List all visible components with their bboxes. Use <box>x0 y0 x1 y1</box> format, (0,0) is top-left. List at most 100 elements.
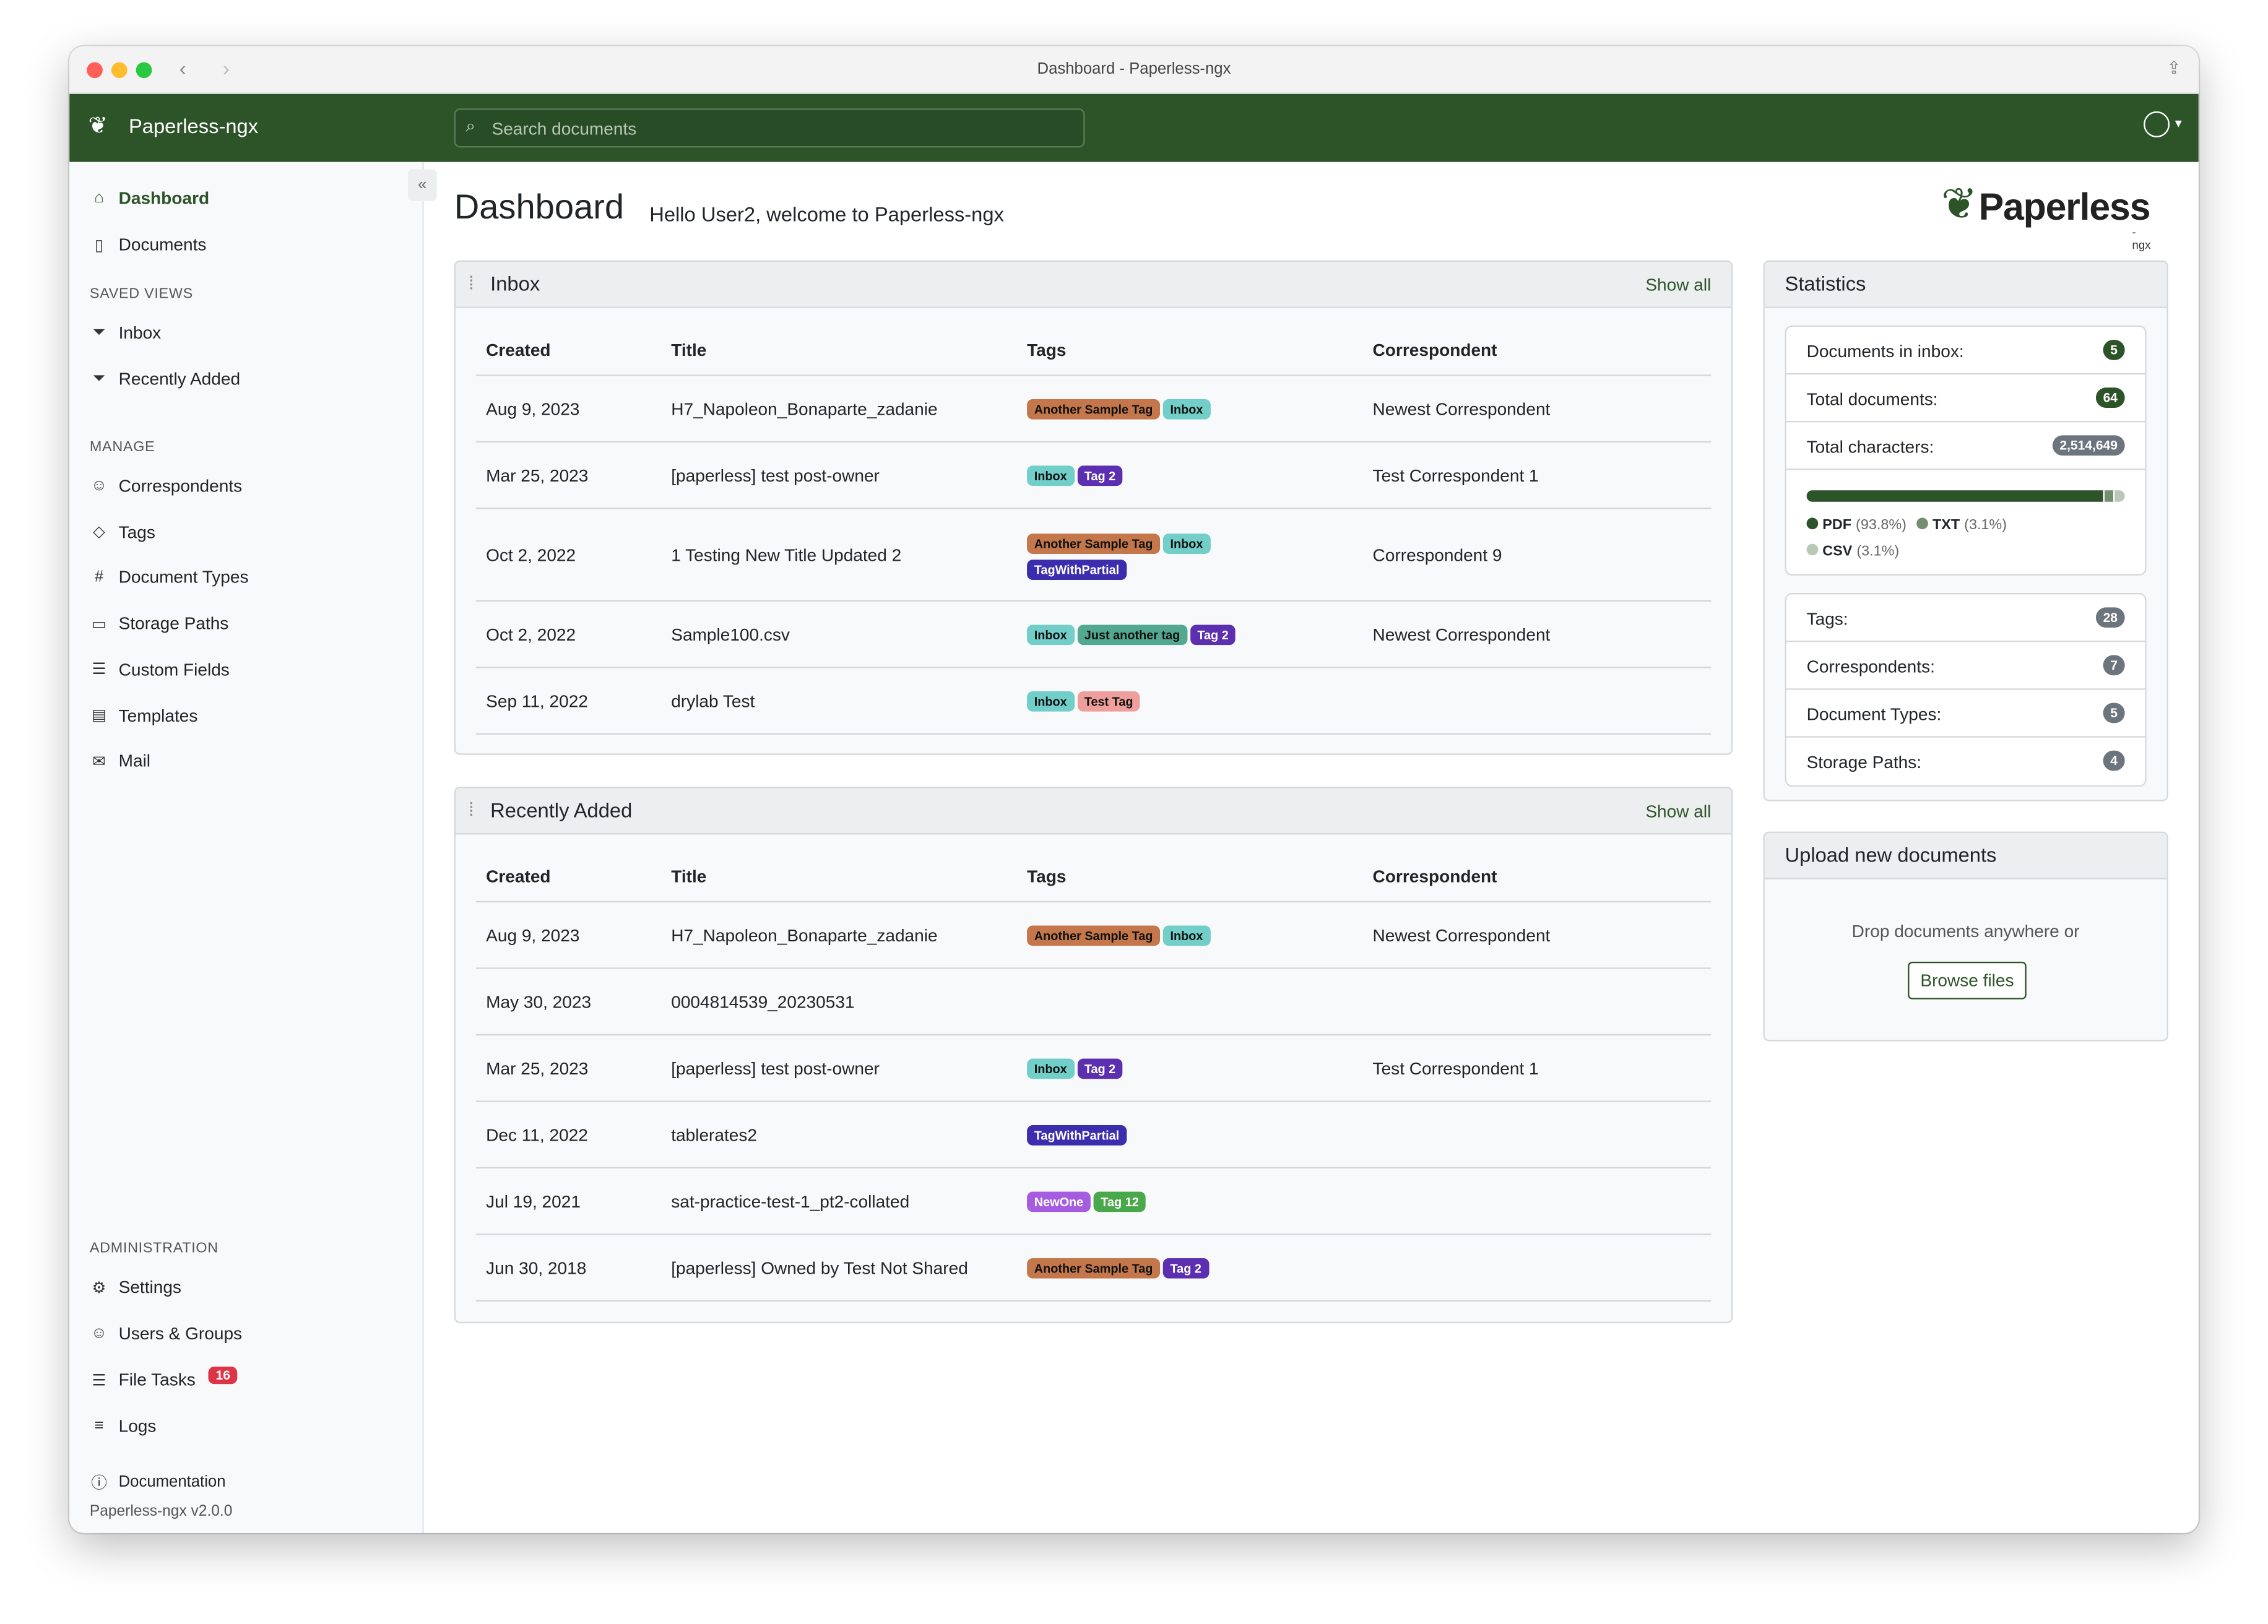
cell-correspondent[interactable]: Newest Correspondent <box>1372 399 1551 420</box>
sidebar-item-storage-paths[interactable]: ▭ Storage Paths <box>90 613 228 634</box>
show-all-link[interactable]: Show all <box>1645 801 1712 822</box>
cell-correspondent[interactable]: Newest Correspondent <box>1372 925 1551 946</box>
cell-title[interactable]: [paperless] test post-owner <box>671 1058 880 1079</box>
stat-row[interactable]: Storage Paths: 4 <box>1786 738 2145 785</box>
sidebar-item-dashboard[interactable]: ⌂ Dashboard <box>90 188 209 209</box>
sidebar-item-inbox[interactable]: ⏷ Inbox <box>90 322 161 343</box>
table-row[interactable]: Oct 2, 2022 1 Testing New Title Updated 2… <box>475 509 1712 602</box>
cell-title[interactable]: [paperless] Owned by Test Not Shared <box>671 1258 968 1279</box>
tag-badge[interactable]: Inbox <box>1162 533 1211 554</box>
column-header[interactable]: Created <box>486 866 551 887</box>
table-row[interactable]: Mar 25, 2023 [paperless] test post-owner I… <box>475 1035 1712 1102</box>
maximize-window-button[interactable] <box>136 62 152 79</box>
cell-correspondent[interactable]: Newest Correspondent <box>1372 624 1551 646</box>
cell-correspondent[interactable]: Test Correspondent 1 <box>1372 1058 1539 1079</box>
stat-row[interactable]: Tags: 28 <box>1786 594 2145 642</box>
drag-handle-icon[interactable]: ⁞ <box>469 272 474 294</box>
tag-badge[interactable]: TagWithPartial <box>1027 559 1127 581</box>
forward-icon[interactable]: › <box>222 56 230 80</box>
cell-title[interactable]: 1 Testing New Title Updated 2 <box>671 545 902 566</box>
table-row[interactable]: Sep 11, 2022 drylab Test Inbox Test Tag <box>475 668 1712 735</box>
sidebar-item-documentation[interactable]: ⓘ Documentation <box>90 1471 225 1493</box>
column-header[interactable]: Title <box>671 340 707 360</box>
drag-handle-icon[interactable]: ⁞ <box>469 798 474 820</box>
cell-title[interactable]: H7_Napoleon_Bonaparte_zadanie <box>671 925 938 946</box>
cell-title[interactable]: Sample100.csv <box>671 624 790 646</box>
sidebar-item-document-types[interactable]: # Document Types <box>90 568 249 588</box>
cell-title[interactable]: drylab Test <box>671 691 755 712</box>
table-row[interactable]: Oct 2, 2022 Sample100.csv Inbox Just anothe… <box>475 602 1712 668</box>
sidebar-item-users-groups[interactable]: ☺ Users & Groups <box>90 1323 242 1344</box>
search-input[interactable]: ⌕ Search documents <box>454 108 1085 148</box>
cell-title[interactable]: tablerates2 <box>671 1125 757 1146</box>
tags-icon: ◇ <box>93 524 105 542</box>
tag-badge[interactable]: Inbox <box>1027 691 1075 712</box>
sidebar-item-tags[interactable]: ◇ Tags <box>90 522 155 542</box>
tag-badge[interactable]: Inbox <box>1162 399 1211 420</box>
sidebar-item-label: Dashboard <box>118 188 210 209</box>
user-avatar-icon[interactable] <box>2144 111 2170 137</box>
close-window-button[interactable] <box>87 62 103 79</box>
legend-item: PDF (93.8%) <box>1806 514 1907 540</box>
tag-badge[interactable]: Another Sample Tag <box>1027 399 1161 420</box>
tag-badge[interactable]: Inbox <box>1027 624 1075 646</box>
table-row[interactable]: May 30, 2023 0004814539_20230531 <box>475 969 1712 1036</box>
column-header[interactable]: Created <box>486 340 551 360</box>
column-header[interactable]: Title <box>671 866 707 887</box>
sidebar-item-correspondents[interactable]: ☺ Correspondents <box>90 476 242 496</box>
legend-dot-icon <box>1916 517 1928 530</box>
tag-badge[interactable]: Tag 2 <box>1077 465 1123 486</box>
sidebar-item-file-tasks[interactable]: ☰ File Tasks 16 <box>90 1367 238 1390</box>
tag-badge[interactable]: Inbox <box>1027 465 1075 486</box>
column-header[interactable]: Correspondent <box>1372 340 1497 360</box>
cell-title[interactable]: 0004814539_20230531 <box>671 991 855 1013</box>
show-all-link[interactable]: Show all <box>1645 274 1712 295</box>
table-row[interactable]: Aug 9, 2023 H7_Napoleon_Bonaparte_zadanie… <box>475 376 1712 443</box>
sidebar-item-logs[interactable]: ≡ Logs <box>90 1416 157 1436</box>
collapse-sidebar-button[interactable]: « <box>407 169 437 201</box>
tag-badge[interactable]: Tag 2 <box>1190 624 1236 646</box>
browse-files-button[interactable]: Browse files <box>1908 961 2027 1000</box>
sidebar-item-custom-fields[interactable]: ☰ Custom Fields <box>90 659 230 680</box>
tag-badge[interactable]: Another Sample Tag <box>1027 925 1161 946</box>
tag-badge[interactable]: Tag 2 <box>1077 1058 1123 1079</box>
tag-badge[interactable]: TagWithPartial <box>1027 1125 1127 1146</box>
table-row[interactable]: Aug 9, 2023 H7_Napoleon_Bonaparte_zadanie… <box>475 902 1712 969</box>
tag-badge[interactable]: Tag 2 <box>1162 1258 1209 1279</box>
chevron-down-icon[interactable]: ▼ <box>2172 117 2184 131</box>
sidebar-item-mail[interactable]: ✉ Mail <box>90 751 150 771</box>
sidebar-item-documents[interactable]: ▯ Documents <box>90 234 207 255</box>
column-header[interactable]: Correspondent <box>1372 866 1497 887</box>
back-icon[interactable]: ‹ <box>179 56 186 80</box>
minimize-window-button[interactable] <box>111 62 128 79</box>
brand[interactable]: Paperless-ngx <box>128 114 259 137</box>
sidebar-item-recently-added[interactable]: ⏷ Recently Added <box>90 369 240 389</box>
cell-correspondent[interactable]: Test Correspondent 1 <box>1372 465 1539 486</box>
cell-title[interactable]: sat-practice-test-1_pt2-collated <box>671 1191 910 1212</box>
top-navbar: ❦ Paperless-ngx ⌕ Search documents ▼ <box>69 93 2199 162</box>
legend-percent-value: 3.1% <box>1861 543 1895 560</box>
tag-badge[interactable]: Inbox <box>1162 925 1211 946</box>
tag-badge[interactable]: Another Sample Tag <box>1027 1258 1161 1279</box>
sidebar-item-settings[interactable]: ⚙ Settings <box>90 1277 181 1297</box>
cell-title[interactable]: H7_Napoleon_Bonaparte_zadanie <box>671 399 938 420</box>
sidebar-item-templates[interactable]: ▤ Templates <box>90 705 198 725</box>
stat-row[interactable]: Correspondents: 7 <box>1786 642 2145 690</box>
table-row[interactable]: Jul 19, 2021 sat-practice-test-1_pt2-coll… <box>475 1168 1712 1235</box>
tag-badge[interactable]: Tag 12 <box>1093 1191 1146 1212</box>
column-header[interactable]: Tags <box>1027 866 1067 887</box>
cell-correspondent[interactable]: Correspondent 9 <box>1372 545 1502 566</box>
table-row[interactable]: Dec 11, 2022 tablerates2 TagWithPartial <box>475 1102 1712 1169</box>
tag-badge[interactable]: Another Sample Tag <box>1027 533 1161 554</box>
stat-row[interactable]: Document Types: 5 <box>1786 690 2145 738</box>
share-icon[interactable]: ⇪ <box>2166 58 2181 79</box>
column-header[interactable]: Tags <box>1027 340 1067 360</box>
table-row[interactable]: Jun 30, 2018 [paperless] Owned by Test No… <box>475 1235 1712 1302</box>
tag-badge[interactable]: NewOne <box>1027 1191 1091 1212</box>
tag-badge[interactable]: Test Tag <box>1077 691 1141 712</box>
cell-title[interactable]: [paperless] test post-owner <box>671 465 880 486</box>
table-row[interactable]: Mar 25, 2023 [paperless] test post-owner I… <box>475 443 1712 509</box>
sidebar-item-label: Documents <box>118 234 207 255</box>
tag-badge[interactable]: Inbox <box>1027 1058 1075 1079</box>
tag-badge[interactable]: Just another tag <box>1077 624 1187 646</box>
